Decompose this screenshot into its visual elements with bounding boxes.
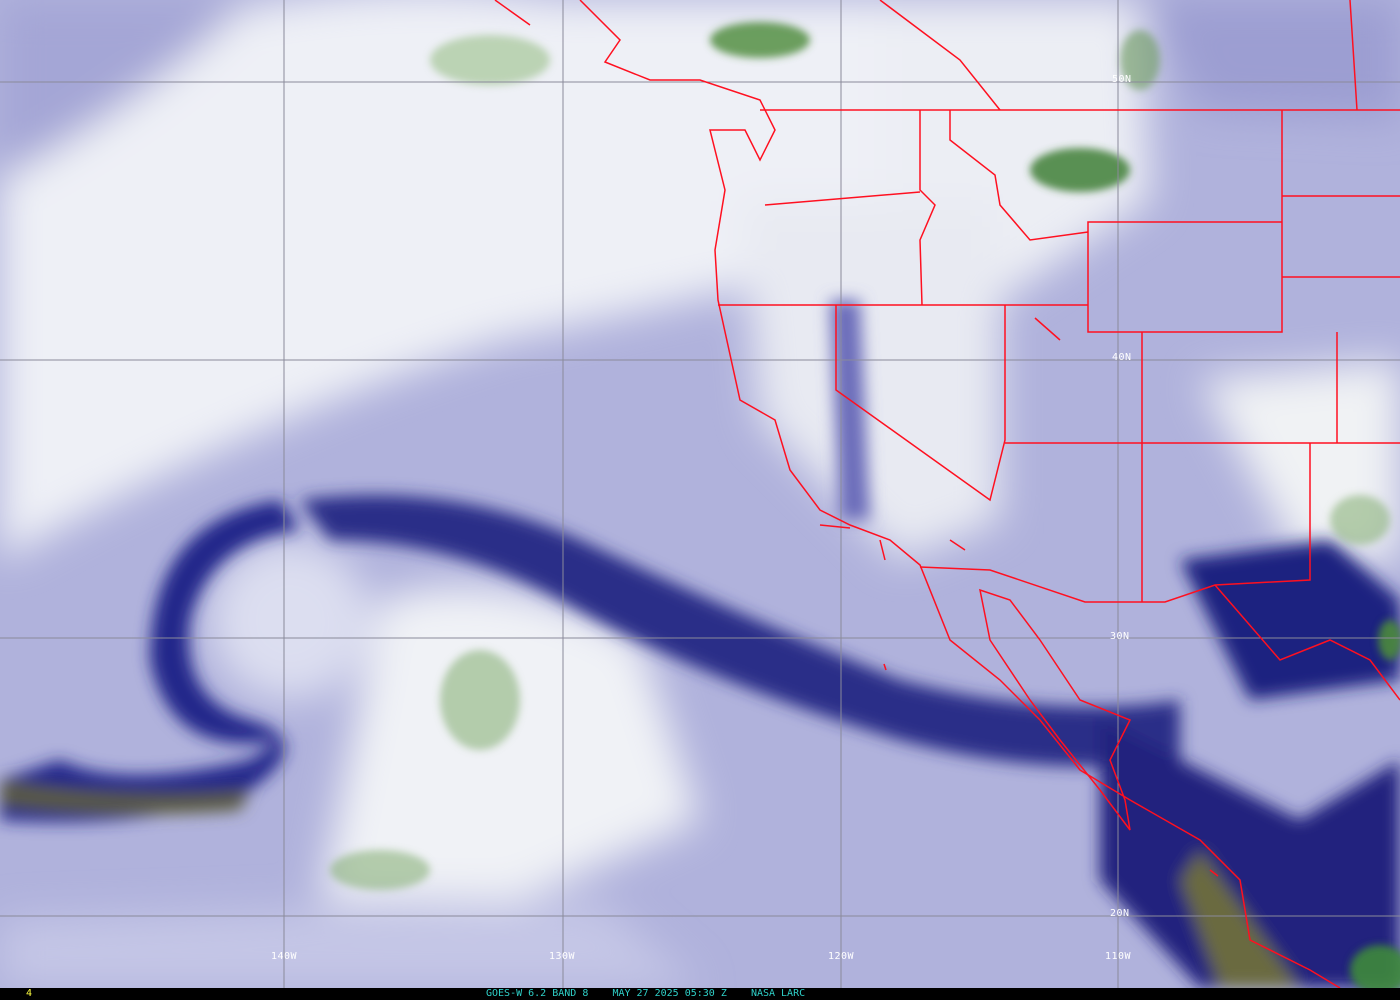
- caption-datetime: MAY 27 2025 05:30 Z: [612, 988, 727, 999]
- moist-green-areas: [330, 22, 1400, 988]
- longitude-label: 140W: [271, 951, 298, 962]
- caption-bar: 4 GOES-W 6.2 BAND 8 MAY 27 2025 05:30 Z …: [0, 988, 1400, 1000]
- image-caption: GOES-W 6.2 BAND 8 MAY 27 2025 05:30 Z NA…: [486, 988, 805, 1000]
- longitude-label: 120W: [828, 951, 855, 962]
- frame-number: 4: [26, 988, 33, 999]
- latitude-label: 20N: [1110, 908, 1130, 919]
- latitude-label: 50N: [1112, 74, 1132, 85]
- longitude-label: 130W: [549, 951, 576, 962]
- caption-channel: GOES-W 6.2 BAND 8: [486, 988, 589, 999]
- dry-slot-band: [0, 300, 1400, 988]
- political-boundaries: [494, 0, 1400, 988]
- latitude-label: 40N: [1112, 352, 1132, 363]
- longitude-label: 110W: [1105, 951, 1132, 962]
- caption-source: NASA LARC: [750, 988, 806, 999]
- latitude-label: 30N: [1110, 631, 1130, 642]
